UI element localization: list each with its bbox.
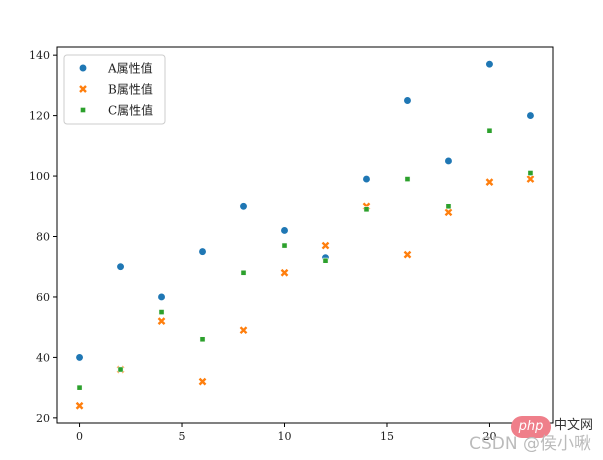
data-point	[158, 309, 165, 315]
data-point	[75, 353, 84, 362]
data-point	[526, 111, 535, 120]
data-point	[240, 269, 247, 276]
data-point	[280, 268, 289, 277]
legend-label: A属性值	[107, 61, 153, 76]
data-point	[403, 250, 412, 259]
y-tick-label: 40	[36, 351, 50, 364]
data-point	[445, 203, 452, 210]
legend-label: C属性值	[108, 103, 153, 118]
legend-box	[63, 54, 166, 125]
watermark-text: CSDN @侯小啾	[469, 434, 591, 454]
x-axis: 0 5 10 15 20	[76, 423, 496, 443]
data-point	[444, 156, 453, 166]
data-point	[486, 127, 493, 134]
legend-marker	[78, 63, 88, 73]
data-point	[485, 60, 494, 69]
data-point	[322, 257, 329, 264]
data-point	[403, 96, 412, 105]
data-point	[362, 174, 371, 184]
y-tick-label: 120	[29, 110, 50, 123]
legend-marker	[80, 107, 86, 113]
data-point	[199, 336, 206, 343]
legend-label: B属性值	[108, 82, 153, 97]
legend-marker	[79, 85, 87, 93]
y-tick-label: 100	[29, 170, 50, 183]
data-point	[526, 175, 535, 183]
watermark-badge: php	[511, 416, 551, 438]
data-point	[116, 262, 125, 271]
data-point	[321, 241, 330, 250]
y-tick-label: 20	[36, 412, 50, 425]
data-point	[444, 208, 453, 217]
data-point	[281, 242, 288, 249]
data-point	[157, 292, 166, 302]
data-point	[75, 401, 84, 410]
data-point	[363, 206, 370, 213]
legend: A属性值 B属性值 C属性值	[63, 54, 166, 125]
x-tick-label: 15	[380, 430, 394, 443]
x-tick-label: 20	[482, 430, 496, 443]
watermark-site: 中文网	[553, 418, 593, 433]
data-point	[198, 377, 207, 386]
x-tick-label: 5	[179, 430, 186, 443]
y-tick-label: 140	[29, 49, 50, 62]
data-point	[239, 326, 248, 335]
data-point	[198, 247, 207, 256]
data-point	[239, 202, 248, 211]
y-tick-label: 60	[36, 291, 50, 304]
data-points	[75, 60, 535, 410]
data-point	[280, 226, 289, 235]
data-point	[485, 178, 494, 186]
data-point	[157, 317, 166, 325]
x-tick-label: 0	[76, 430, 83, 443]
y-tick-label: 80	[36, 231, 50, 244]
data-point	[76, 384, 83, 391]
data-point	[404, 176, 411, 182]
y-axis: 20 40 60 80 100 120 140	[29, 49, 57, 425]
plot-frame	[56, 46, 554, 424]
data-point	[527, 170, 534, 176]
data-point	[117, 366, 124, 373]
x-tick-label: 10	[278, 430, 292, 443]
